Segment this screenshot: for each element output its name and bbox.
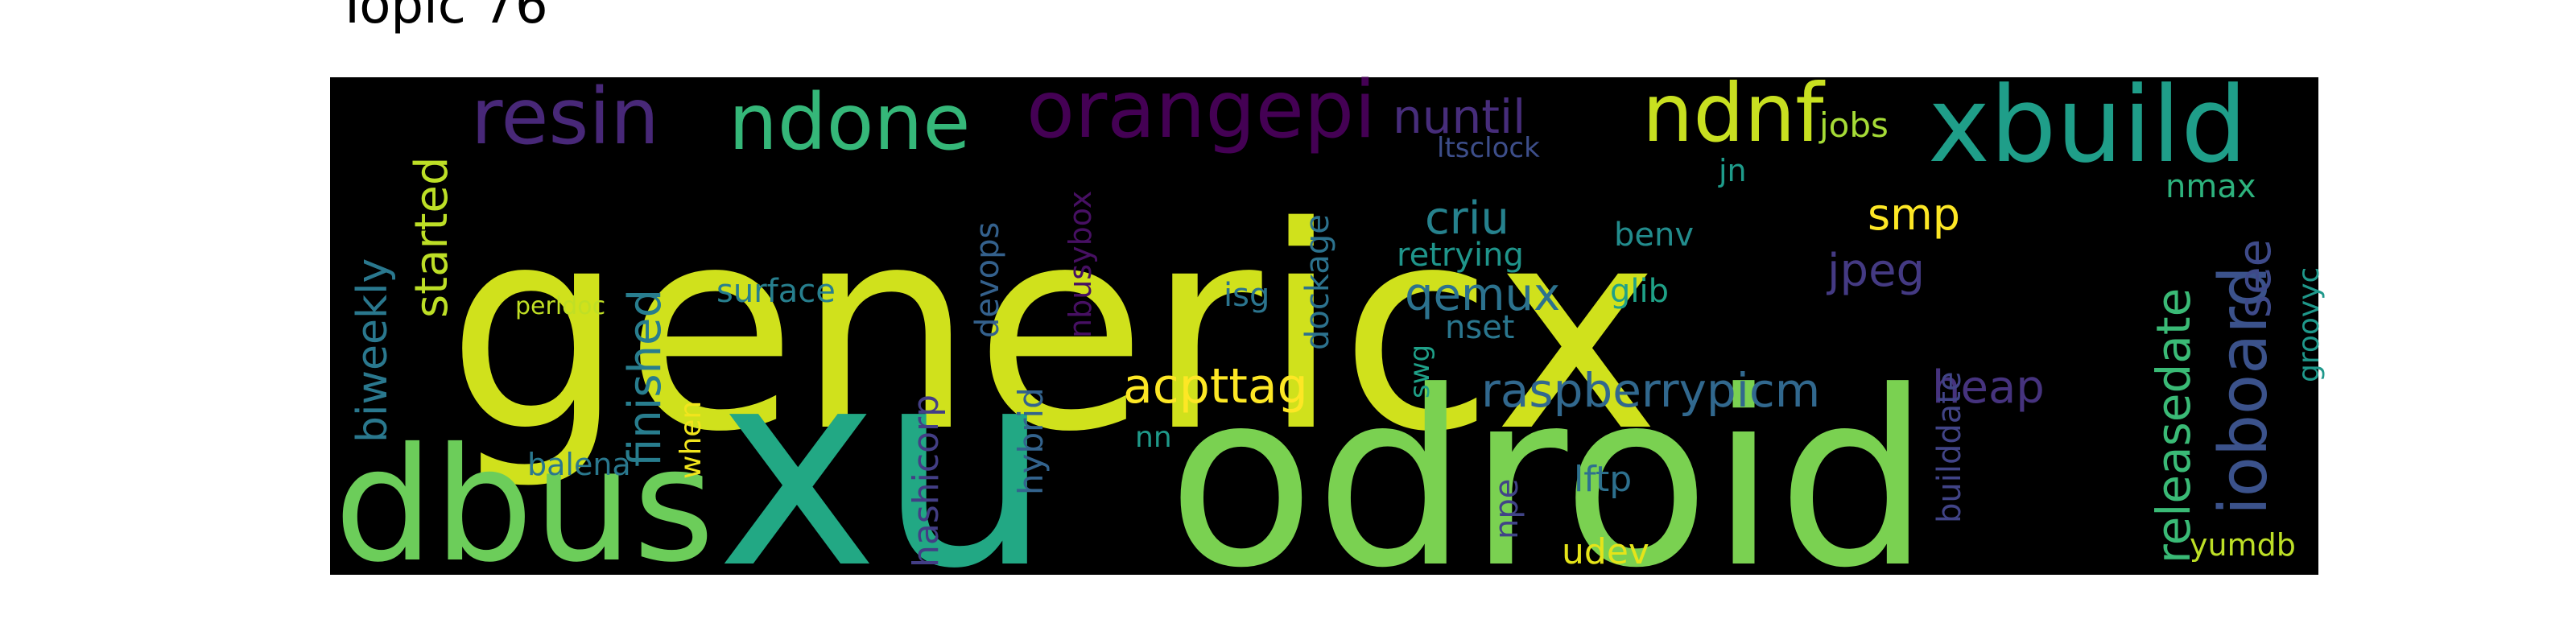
- word-builddate: builddate: [1931, 371, 1968, 523]
- word-xbuild: xbuild: [1928, 64, 2248, 186]
- word-nset: nset: [1445, 309, 1514, 346]
- word-hashicorp: hashicorp: [906, 394, 947, 568]
- word-releasedate: releasedate: [2146, 288, 2201, 564]
- word-npe: npe: [1488, 479, 1525, 539]
- word-criu: criu: [1425, 192, 1509, 245]
- cloud-background: [330, 77, 2318, 575]
- word-resin: resin: [471, 72, 659, 162]
- word-nuntil: nuntil: [1393, 89, 1525, 144]
- word-ioboard: ioboard: [2206, 266, 2282, 515]
- word-dockage: dockage: [1299, 214, 1336, 350]
- word-jn: jn: [1718, 153, 1747, 188]
- word-qemux: qemux: [1405, 269, 1560, 321]
- word-ndone: ndone: [729, 77, 970, 167]
- word-genericx: genericx: [447, 167, 1660, 493]
- word-perldoc: perldoc: [515, 292, 605, 320]
- word-finished: finished: [619, 289, 671, 467]
- word-heap: heap: [1932, 361, 2045, 414]
- word-swg: swg: [1404, 345, 1436, 398]
- word-retrying: retrying: [1397, 237, 1524, 274]
- word-groovyc: groovyc: [2293, 267, 2326, 382]
- word-benv: benv: [1614, 217, 1694, 254]
- chart-title: Topic 76: [336, 0, 548, 35]
- word-ltsclock: ltsclock: [1437, 132, 1540, 164]
- word-glib: glib: [1610, 273, 1669, 310]
- word-isg: isg: [1224, 277, 1269, 314]
- word-odroid: odroid: [1167, 340, 1930, 621]
- word-biweekly: biweekly: [349, 258, 397, 443]
- word-hybrid: hybrid: [1011, 387, 1051, 495]
- word-devops: devops: [969, 222, 1006, 338]
- word-nn: nn: [1135, 421, 1172, 454]
- word-balena: balena: [527, 447, 631, 482]
- word-see: see: [2229, 239, 2281, 318]
- word-nmax: nmax: [2165, 168, 2256, 205]
- word-raspberrypicm: raspberrypicm: [1481, 363, 1820, 418]
- word-smp: smp: [1868, 189, 1960, 240]
- word-when: when: [675, 401, 708, 479]
- word-udev: udev: [1562, 531, 1649, 572]
- word-surface: surface: [716, 273, 836, 310]
- word-yumdb: yumdb: [2190, 527, 2296, 563]
- word-ndnf: ndnf: [1642, 66, 1826, 160]
- word-dbus: dbus: [334, 414, 715, 597]
- word-lftp: lftp: [1574, 459, 1632, 500]
- word-jpeg: jpeg: [1826, 245, 1925, 297]
- word-started: started: [406, 157, 458, 318]
- word-orangepi: orangepi: [1026, 64, 1376, 156]
- word-acpttag: acpttag: [1123, 358, 1308, 415]
- word-jobs: jobs: [1818, 105, 1889, 145]
- word-nbusybox: nbusybox: [1063, 191, 1098, 338]
- word-xu: xu: [716, 310, 1052, 629]
